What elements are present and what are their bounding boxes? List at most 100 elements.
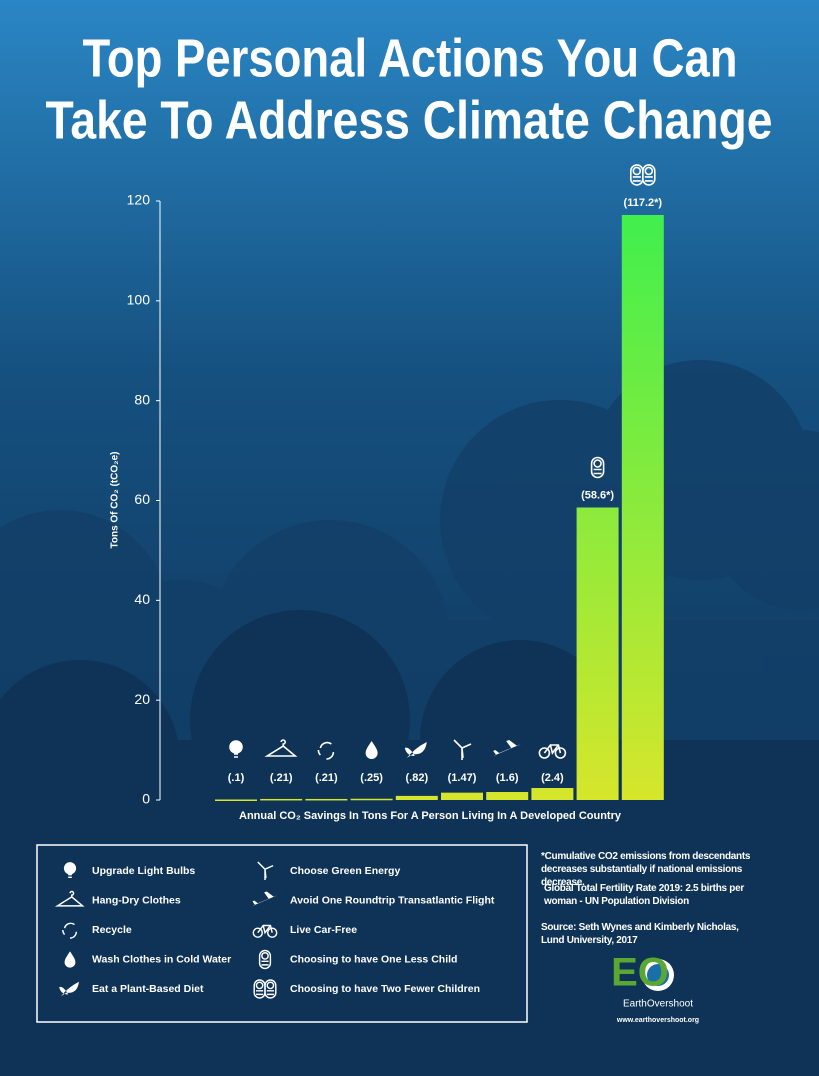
- icon-part: [229, 740, 243, 754]
- legend-label: Hang-Dry Clothes: [92, 894, 181, 906]
- icon-part: [261, 960, 269, 966]
- bar: [621, 214, 664, 800]
- source-note: Source: Seth Wynes and Kimberly Nicholas…: [541, 922, 739, 946]
- bar: [531, 788, 574, 800]
- icon: [253, 979, 277, 999]
- icon-part: [64, 951, 76, 968]
- bar: [576, 507, 619, 800]
- icon-part: [234, 753, 238, 758]
- icon-part: [266, 927, 278, 938]
- icon: [62, 922, 78, 939]
- value-label: (.1): [228, 772, 245, 784]
- legend-label: Wash Clothes in Cold Water: [92, 953, 231, 965]
- bar: [395, 795, 438, 800]
- fertility-note: Global Total Fertility Rate 2019: 2.5 bi…: [544, 883, 744, 907]
- icon: [590, 456, 605, 479]
- icon-part: [257, 924, 273, 935]
- logo-mark: EO: [611, 951, 669, 995]
- bar: [441, 792, 483, 800]
- legend-label: Recycle: [92, 924, 132, 936]
- legend-label: Upgrade Light Bulbs: [92, 865, 195, 877]
- icon: [59, 981, 79, 997]
- icon-part: [644, 176, 653, 182]
- clouds-front: [0, 610, 819, 1076]
- legend-label: Avoid One Roundtrip Transatlantic Flight: [290, 894, 495, 906]
- icon: [54, 890, 85, 907]
- icon-part: [255, 981, 264, 990]
- logo-url: www.earthovershoot.org: [616, 1017, 699, 1024]
- logo-name: EarthOvershoot: [623, 999, 693, 1010]
- legend-label: Choosing to have Two Fewer Children: [290, 983, 480, 995]
- icon: [365, 741, 378, 759]
- icon-part: [365, 741, 378, 759]
- icon-part: [644, 166, 654, 176]
- value-label: (.21): [270, 772, 293, 784]
- y-tick-label: 80: [134, 391, 150, 407]
- icon-part: [317, 741, 335, 760]
- legend-label: Choose Green Energy: [290, 865, 400, 877]
- icon-part: [68, 873, 72, 879]
- icon-part: [590, 456, 605, 479]
- icon: [493, 740, 522, 756]
- logo-globe: [647, 964, 669, 986]
- icon: [229, 740, 243, 758]
- value-label: (58.6*): [581, 489, 614, 501]
- legend-label: Choosing to have One Less Child: [290, 953, 457, 965]
- title-line: Take To Address Climate Change: [46, 90, 773, 150]
- icon: [453, 739, 472, 760]
- icon-part: [63, 862, 77, 875]
- icon-part: [252, 891, 278, 906]
- footnote: *Cumulative CO2 emissions from descendan…: [541, 851, 751, 888]
- icon-part: [264, 739, 298, 757]
- icon-part: [54, 890, 85, 907]
- icon: [63, 862, 77, 879]
- title-line: Top Personal Actions You Can: [83, 28, 738, 88]
- bar: [305, 798, 348, 801]
- legend-box: [36, 844, 528, 1023]
- icon: [264, 739, 298, 757]
- icon-part: [538, 747, 551, 759]
- y-tick-label: 60: [134, 491, 150, 507]
- y-tick-label: 100: [127, 292, 151, 308]
- icon-part: [543, 744, 562, 755]
- value-label: (.82): [405, 772, 428, 784]
- icon-part: [264, 979, 277, 999]
- icon: [317, 741, 335, 760]
- bar: [260, 798, 303, 801]
- icon: [538, 744, 567, 759]
- legend-label: Live Car-Free: [290, 924, 357, 936]
- icon-part: [266, 981, 275, 990]
- icon-part: [593, 459, 602, 468]
- icon-part: [258, 949, 272, 970]
- x-axis-label: Annual CO₂ Savings In Tons For A Person …: [239, 810, 622, 822]
- icon-part: [59, 981, 79, 997]
- icon-part: [404, 742, 427, 758]
- bar: [486, 792, 529, 800]
- icon-part: [257, 861, 274, 881]
- y-tick-label: 0: [142, 791, 150, 807]
- icon: [257, 861, 274, 881]
- icon-part: [62, 922, 78, 939]
- icon-part: [632, 166, 642, 176]
- y-tick-label: 40: [134, 591, 150, 607]
- icon: [629, 164, 656, 186]
- icon-part: [593, 468, 602, 475]
- value-label: (1.47): [448, 772, 477, 784]
- legend-label: Eat a Plant-Based Diet: [92, 983, 204, 995]
- icon-part: [261, 952, 269, 960]
- icon-part: [641, 164, 656, 186]
- icon: [64, 951, 76, 968]
- icon: [404, 742, 427, 758]
- value-label: (.21): [315, 772, 338, 784]
- y-tick-label: 20: [134, 691, 150, 707]
- icon-part: [632, 176, 641, 182]
- icon: [252, 891, 278, 906]
- icon-part: [255, 990, 264, 996]
- icon-part: [453, 739, 472, 760]
- icon-part: [252, 927, 264, 938]
- icon-part: [266, 990, 275, 996]
- icon: [258, 949, 272, 970]
- icon-part: [554, 747, 567, 759]
